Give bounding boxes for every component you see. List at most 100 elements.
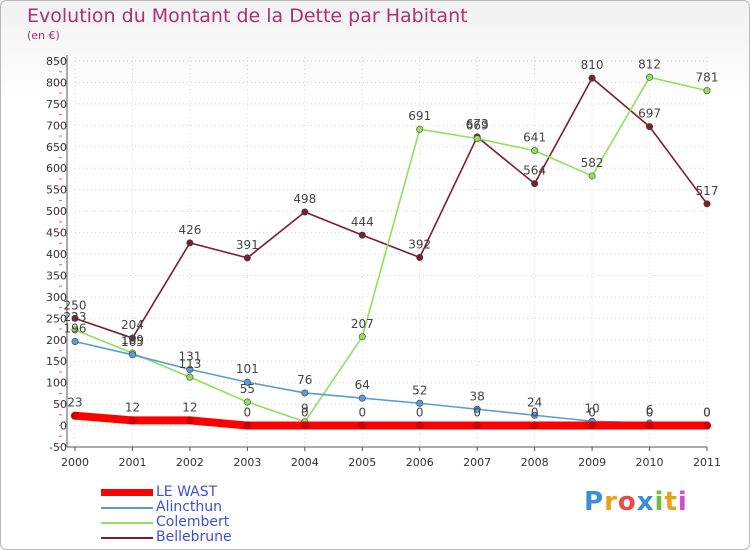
- data-point: [128, 351, 136, 359]
- series-line: [74, 76, 708, 423]
- data-label: 52: [412, 383, 427, 397]
- data-point: [243, 254, 251, 262]
- data-label: 444: [351, 215, 374, 229]
- data-label: 0: [301, 406, 309, 420]
- y-tick-label: 700: [46, 119, 67, 132]
- series-line: [74, 77, 708, 339]
- data-point: [301, 208, 309, 216]
- data-point: [531, 147, 539, 155]
- y-tick-label: 450: [46, 227, 67, 240]
- data-point: [588, 74, 596, 82]
- data-point: [416, 253, 424, 261]
- data-label: 810: [581, 58, 604, 72]
- data-point: [358, 394, 366, 402]
- logo-letter: o: [617, 487, 637, 517]
- x-tick-label: 2004: [291, 456, 319, 469]
- data-point: [645, 421, 654, 430]
- data-label: 169: [121, 333, 144, 347]
- x-tick-label: 2003: [233, 456, 261, 469]
- data-point: [530, 421, 539, 430]
- data-label: 564: [523, 164, 546, 178]
- data-point: [415, 421, 424, 430]
- data-label: 12: [182, 400, 197, 414]
- data-labels: 2502044263914984443926735648106975172231…: [64, 57, 719, 419]
- data-label: 165: [121, 335, 144, 349]
- y-tick-label: 650: [46, 141, 67, 154]
- data-label: 10: [584, 401, 599, 415]
- y-tick-label: 500: [46, 205, 67, 218]
- y-tick-label: 800: [46, 76, 67, 89]
- legend-swatch-colembert: [101, 522, 153, 524]
- data-point: [358, 231, 366, 239]
- y-tick-label: 200: [46, 334, 67, 347]
- y-tick-label: 350: [46, 269, 67, 282]
- data-point: [71, 314, 79, 322]
- legend-swatch-bellebrune: [101, 537, 153, 539]
- series-line: [74, 340, 708, 427]
- data-label: 223: [64, 310, 87, 324]
- legend-label: LE WAST: [156, 484, 218, 500]
- data-label: 391: [236, 238, 259, 252]
- data-label: 204: [121, 318, 144, 332]
- data-label: 0: [473, 406, 481, 420]
- data-point: [71, 411, 79, 420]
- y-tick-label: 750: [46, 98, 67, 111]
- data-point: [243, 398, 251, 406]
- legend-swatch-alincthun: [101, 507, 153, 509]
- logo-letter: i: [677, 487, 688, 517]
- y-tick-label: 550: [46, 184, 67, 197]
- data-label: 697: [638, 107, 661, 121]
- data-label: 131: [178, 349, 201, 363]
- data-point: [128, 334, 136, 342]
- data-point: [358, 333, 366, 341]
- data-point: [703, 421, 711, 430]
- y-tick-label: 150: [46, 355, 67, 368]
- data-label: 0: [703, 406, 711, 420]
- data-point: [473, 135, 481, 143]
- data-point: [300, 421, 309, 430]
- data-point: [71, 326, 79, 334]
- line-chart: -500501001502002503003504004505005506006…: [46, 55, 721, 469]
- data-label: 24: [527, 395, 542, 409]
- data-point: [703, 200, 711, 208]
- data-point: [588, 172, 596, 180]
- data-point: [703, 87, 711, 95]
- data-label: 23: [67, 396, 82, 410]
- data-label: 392: [408, 237, 431, 251]
- data-point: [531, 411, 539, 419]
- y-tick-label: 600: [46, 162, 67, 175]
- data-label: 669: [466, 119, 489, 133]
- data-label: 641: [523, 131, 546, 145]
- series-line: [71, 411, 711, 430]
- proxiti-logo: Proxiti: [584, 487, 688, 517]
- data-point: [71, 337, 79, 345]
- data-label: 196: [64, 321, 87, 335]
- series-layer: [71, 73, 711, 430]
- legend-swatch-le-wast: [101, 489, 153, 496]
- logo-letter: x: [636, 487, 655, 517]
- data-point: [128, 416, 137, 425]
- x-tick-label: 2008: [521, 456, 549, 469]
- data-label: 55: [240, 382, 255, 396]
- data-label: 426: [178, 223, 201, 237]
- x-tick-label: 2002: [176, 456, 204, 469]
- data-point: [186, 373, 194, 381]
- logo-letter: t: [664, 487, 678, 517]
- data-label: 498: [293, 192, 316, 206]
- y-tick-label: 100: [46, 377, 67, 390]
- data-label: 0: [703, 406, 711, 420]
- x-tick-label: 2009: [578, 456, 606, 469]
- data-label: 207: [351, 317, 374, 331]
- data-label: 691: [408, 109, 431, 123]
- data-label: 812: [638, 57, 661, 71]
- data-label: 517: [696, 184, 719, 198]
- x-tick-label: 2006: [406, 456, 434, 469]
- legend-label: Colembert: [156, 514, 230, 530]
- data-label: 113: [178, 357, 201, 371]
- legend-label: Bellebrune: [156, 529, 232, 545]
- data-point: [416, 125, 424, 133]
- y-tick-label: 850: [46, 55, 67, 68]
- data-label: 0: [416, 406, 424, 420]
- data-point: [416, 399, 424, 407]
